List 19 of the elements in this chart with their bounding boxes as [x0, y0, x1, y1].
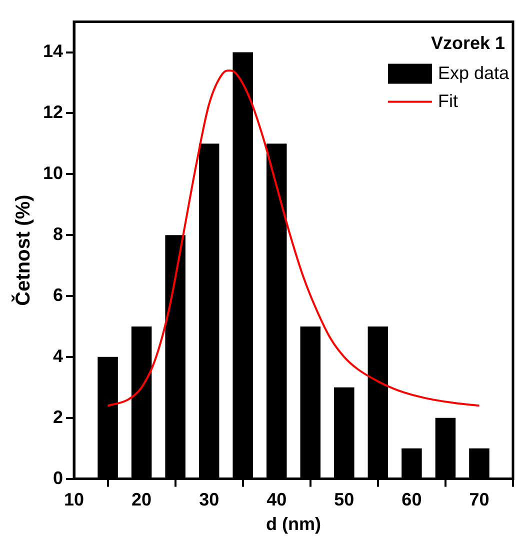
x-tick-label: 50 [334, 490, 354, 510]
x-axis-title: d (nm) [266, 514, 322, 534]
y-tick-label: 4 [53, 346, 64, 366]
y-tick-label: 12 [42, 102, 64, 122]
x-tick-label: 60 [402, 490, 422, 510]
legend-label: Exp data [438, 62, 510, 83]
y-tick-label: 2 [53, 406, 64, 427]
y-axis-title: Četnost (%) [12, 194, 35, 306]
x-tick-label: 30 [199, 490, 220, 510]
y-tick-label: 0 [53, 468, 64, 488]
x-tick-label: 40 [266, 490, 287, 510]
x-tick-label: 70 [469, 490, 490, 510]
legend-label: Fit [438, 90, 458, 111]
y-tick-label: 6 [53, 284, 64, 305]
x-tick-label: 20 [132, 490, 152, 510]
legend-title: Vzorek 1 [430, 32, 505, 53]
y-tick-label: 14 [42, 41, 64, 62]
y-tick-label: 10 [42, 163, 64, 184]
y-tick-label: 8 [53, 224, 64, 244]
